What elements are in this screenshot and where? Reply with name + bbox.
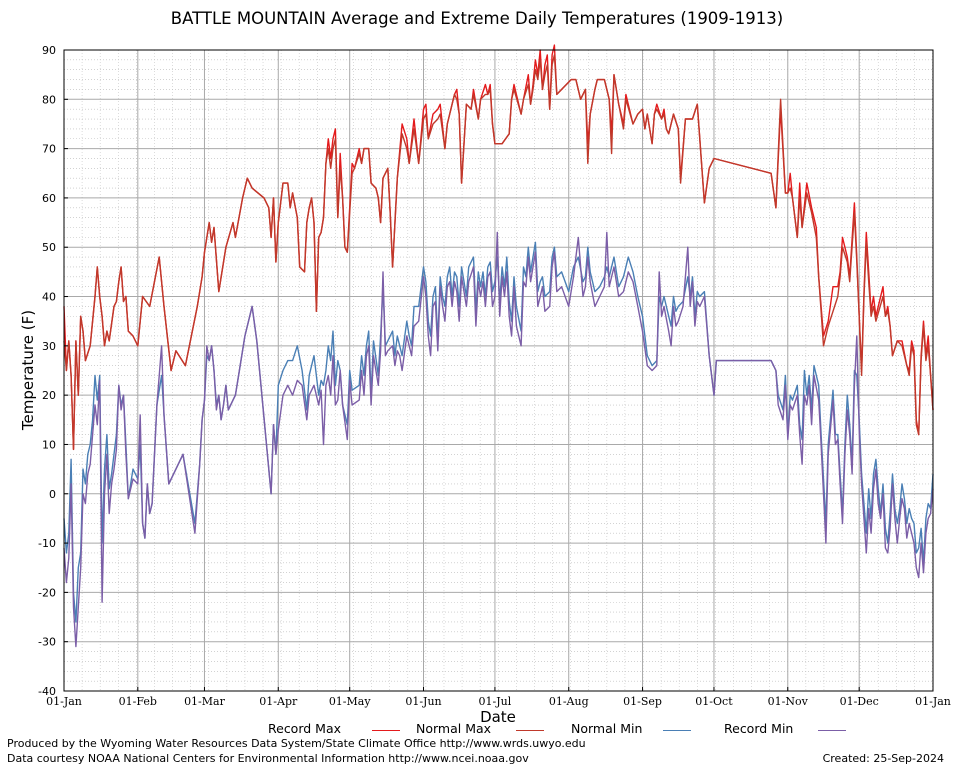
x-tick-label: 01-Jun xyxy=(405,695,441,708)
x-tick-label: 01-Mar xyxy=(184,695,226,708)
legend-label-normal-min: Normal Min xyxy=(571,721,643,736)
y-tick-label: 20 xyxy=(42,389,56,402)
y-tick-label: -30 xyxy=(38,636,56,649)
legend-label-normal-max: Normal Max xyxy=(416,721,492,736)
y-axis-label: Temperature (F) xyxy=(19,310,37,431)
y-tick-label: 70 xyxy=(42,143,56,156)
y-tick-label: 60 xyxy=(42,192,56,205)
x-tick-label: 01-Feb xyxy=(119,695,157,708)
y-tick-label: 30 xyxy=(42,340,56,353)
grid xyxy=(63,49,934,692)
x-tick-label: 01-Sep xyxy=(623,695,662,708)
x-axis-label: Date xyxy=(480,708,516,726)
x-tick-label: 01-Dec xyxy=(840,695,879,708)
y-tick-label: -40 xyxy=(38,685,56,698)
y-tick-label: 80 xyxy=(42,93,56,106)
x-tick-label: 01-Jan xyxy=(915,695,951,708)
y-tick-label: -10 xyxy=(38,537,56,550)
legend-label-record-min: Record Min xyxy=(724,721,794,736)
legend-swatch-normal-max xyxy=(516,730,544,731)
x-tick-label: 01-Nov xyxy=(768,695,809,708)
y-tick-label: 90 xyxy=(42,44,56,57)
x-tick-label: 01-Aug xyxy=(549,695,589,708)
x-tick-label: 01-May xyxy=(329,695,372,708)
y-tick-label: 50 xyxy=(42,241,56,254)
footer-produced-by: Produced by the Wyoming Water Resources … xyxy=(7,737,586,750)
chart-title: BATTLE MOUNTAIN Average and Extreme Dail… xyxy=(170,9,784,28)
series-line-record-min xyxy=(63,231,934,648)
series-layer xyxy=(63,44,934,648)
plot-frame xyxy=(63,49,934,692)
legend-swatch-record-min xyxy=(818,730,846,731)
x-tick-label: 01-Oct xyxy=(695,695,733,708)
footer-data-courtesy: Data courtesy NOAA National Centers for … xyxy=(7,752,529,765)
y-tick-label: 40 xyxy=(42,291,56,304)
legend-swatch-record-max xyxy=(372,730,400,731)
x-tick-label: 01-Apr xyxy=(259,695,298,708)
x-tick-label: 01-Jan xyxy=(46,695,82,708)
y-tick-label: -20 xyxy=(38,586,56,599)
y-tick-label: 10 xyxy=(42,438,56,451)
legend-label-record-max: Record Max xyxy=(268,721,342,736)
series-line-normal-max xyxy=(63,54,934,451)
legend-swatch-normal-min xyxy=(663,730,691,731)
y-tick-label: 0 xyxy=(49,488,56,501)
footer-created-date: Created: 25-Sep-2024 xyxy=(822,752,944,765)
x-tick-label: 01-Jul xyxy=(479,695,512,708)
